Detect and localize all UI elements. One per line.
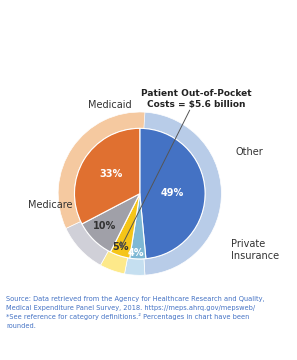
- Wedge shape: [130, 194, 146, 259]
- Text: Everyone Pays the Costs of
Cancer Treatment: Everyone Pays the Costs of Cancer Treatm…: [12, 10, 236, 44]
- Text: 5%: 5%: [112, 242, 129, 252]
- Wedge shape: [124, 258, 145, 275]
- Text: Private
Insurance: Private Insurance: [231, 239, 279, 261]
- Wedge shape: [66, 221, 108, 265]
- Wedge shape: [82, 194, 140, 252]
- Wedge shape: [140, 112, 222, 275]
- Text: 33%: 33%: [99, 169, 123, 179]
- Text: 49%: 49%: [161, 188, 184, 198]
- Text: Medicaid: Medicaid: [88, 100, 131, 111]
- Wedge shape: [100, 251, 127, 274]
- Wedge shape: [58, 112, 145, 228]
- Text: Other: Other: [236, 147, 263, 157]
- Text: Patient Out-of-Pocket
Costs = $5.6 billion: Patient Out-of-Pocket Costs = $5.6 billi…: [141, 89, 252, 109]
- Wedge shape: [110, 194, 140, 258]
- Text: Source: Data retrieved from the Agency for Healthcare Research and Quality,
Medi: Source: Data retrieved from the Agency f…: [6, 297, 264, 329]
- Text: Medicare: Medicare: [28, 199, 73, 210]
- Text: 4%: 4%: [128, 248, 144, 258]
- Text: 10%: 10%: [93, 221, 116, 231]
- Wedge shape: [75, 129, 140, 224]
- Wedge shape: [140, 129, 205, 259]
